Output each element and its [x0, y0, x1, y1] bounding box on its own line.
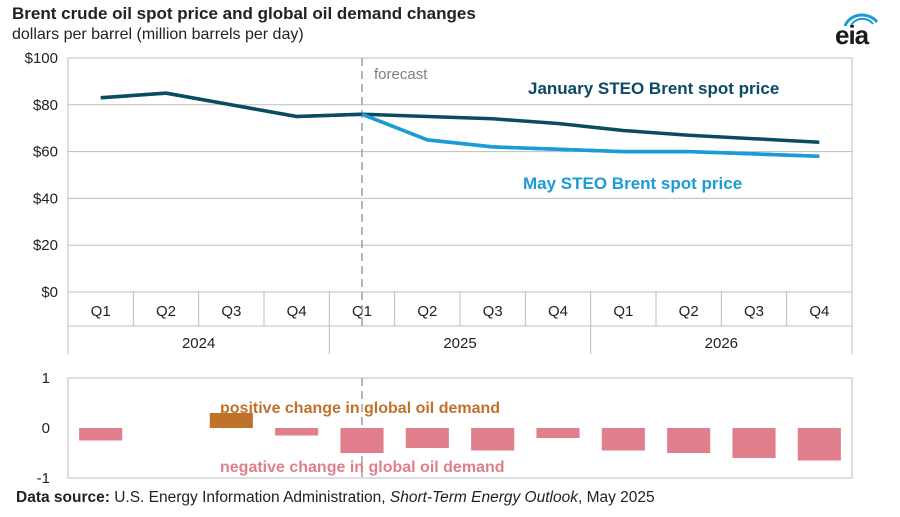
demand-change-bar — [209, 413, 253, 428]
demand-change-bar — [667, 428, 711, 453]
negative-annotation: negative change in global oil demand — [220, 459, 505, 476]
quarter-label: Q2 — [156, 303, 176, 320]
quarter-label: Q1 — [613, 303, 633, 320]
y-tick-label: $40 — [33, 190, 58, 207]
quarter-label: Q3 — [744, 303, 764, 320]
demand-change-bar — [275, 428, 319, 436]
bar-y-tick-label: -1 — [37, 470, 50, 487]
january-series-label: January STEO Brent spot price — [528, 79, 779, 98]
january-steo-line — [100, 91, 820, 144]
source-label: Data source: — [16, 489, 110, 506]
eia-logo: eia — [835, 8, 887, 50]
quarter-label: Q3 — [483, 303, 503, 320]
source-date: , May 2025 — [577, 489, 655, 506]
positive-annotation: positive change in global oil demand — [220, 400, 500, 417]
y-tick-label: $60 — [33, 144, 58, 161]
year-label: 2024 — [182, 335, 215, 352]
may-series-label: May STEO Brent spot price — [523, 174, 742, 193]
demand-change-bar — [732, 428, 776, 458]
demand-change-bar — [471, 428, 515, 451]
quarter-label: Q4 — [287, 303, 307, 320]
logo-text: eia — [835, 20, 869, 50]
demand-change-bar — [340, 428, 384, 453]
y-tick-label: $20 — [33, 237, 58, 254]
year-label: 2025 — [443, 335, 476, 352]
bar-y-tick-label: 1 — [42, 370, 50, 387]
demand-change-bar — [79, 428, 123, 441]
y-tick-label: $80 — [33, 97, 58, 114]
quarter-label: Q1 — [91, 303, 111, 320]
chart-title: Brent crude oil spot price and global oi… — [12, 4, 476, 23]
quarter-label: Q3 — [221, 303, 241, 320]
demand-change-bar — [601, 428, 645, 451]
y-tick-label: $0 — [41, 284, 58, 301]
year-label: 2026 — [705, 335, 738, 352]
quarter-label: Q2 — [679, 303, 699, 320]
data-source: Data source: U.S. Energy Information Adm… — [16, 489, 655, 507]
chart-subtitle: dollars per barrel (million barrels per … — [12, 26, 304, 43]
demand-change-bar — [536, 428, 580, 438]
logo-arc-icon — [843, 13, 879, 27]
source-text: U.S. Energy Information Administration, — [109, 489, 390, 506]
quarter-label: Q2 — [417, 303, 437, 320]
bottom-plot-frame — [67, 377, 853, 479]
y-tick-label: $100 — [25, 50, 58, 67]
may-steo-line — [100, 91, 820, 159]
forecast-label: forecast — [374, 66, 428, 83]
source-publication: Short-Term Energy Outlook — [389, 489, 578, 506]
quarter-label: Q4 — [809, 303, 829, 320]
may-steo-forecast-line — [361, 112, 820, 159]
quarter-label: Q4 — [548, 303, 568, 320]
demand-change-bar — [405, 428, 449, 448]
bar-y-tick-label: 0 — [42, 420, 50, 437]
demand-change-bar — [797, 428, 841, 461]
